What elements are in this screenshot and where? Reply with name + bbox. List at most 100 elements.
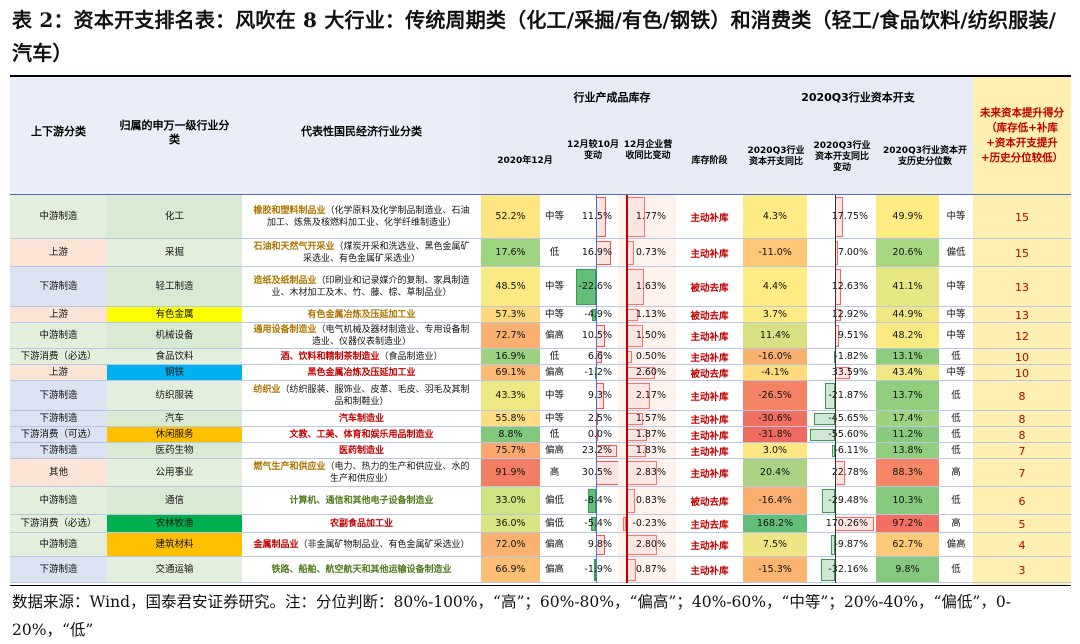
- header-inv-chg: 12月较10月变动: [566, 140, 620, 161]
- cchg-cell-bg: [807, 349, 876, 365]
- cchg-cell-bg: [807, 239, 876, 267]
- inventory-header-band: [481, 77, 743, 195]
- row-capex-pct: 17.4%: [876, 411, 939, 427]
- row-stage: 主动补库: [690, 469, 729, 480]
- row-capex-pct-level: 偏低: [946, 247, 966, 258]
- row-capex-pct-level: 高: [951, 467, 961, 478]
- row-inventory: 48.5%: [481, 267, 540, 307]
- row-stream: 其他: [10, 459, 107, 487]
- row-divider: [10, 442, 1071, 443]
- row-stream: 下游消费（可选）: [10, 427, 107, 443]
- row-inventory-level: 偏低: [544, 495, 564, 506]
- header-stream: 上下游分类: [31, 125, 86, 138]
- row-divider: [10, 486, 1071, 487]
- row-nat: 金属制品业（非金属矿物制品业、有色金属矿采选业）: [250, 533, 473, 557]
- row-sw: 建筑材料: [107, 533, 242, 557]
- row-capex-yoy: 3.7%: [743, 307, 807, 323]
- nat-rest: （煤炭开采和洗选业、黑色金属矿采选业、有色金属矿采选业）: [302, 242, 470, 264]
- row-rev: -0.23%: [632, 518, 666, 529]
- row-inventory: 72.7%: [481, 323, 540, 349]
- row-inventory: 36.0%: [481, 515, 540, 533]
- row-capex-pct-level: 中等: [946, 367, 966, 378]
- row-inventory-level: 中等: [544, 309, 564, 320]
- row-stream: 中游制造: [10, 195, 107, 239]
- row-inventory-level: 偏高: [544, 445, 564, 456]
- chg-cell-bg: [569, 323, 618, 349]
- row-capex-yoy: 168.2%: [743, 515, 807, 533]
- row-capex-pct: 49.9%: [876, 195, 939, 239]
- nat-head: 造纸及纸制品业: [253, 276, 317, 286]
- capex-header-band: [743, 77, 973, 195]
- row-inv-chg: 9.8%: [587, 539, 612, 550]
- row-rev: 0.73%: [635, 247, 666, 258]
- chg-cell-bg: [569, 349, 618, 365]
- rev-cell-bg: [618, 515, 676, 533]
- row-capex-yoy: 4.3%: [743, 195, 807, 239]
- header-inventory-group: 行业产成品库存: [573, 91, 651, 104]
- cchg-bar: [814, 413, 835, 425]
- row-capex-chg: -6.11%: [834, 445, 868, 456]
- row-capex-pct: 20.6%: [876, 239, 939, 267]
- row-rev: 2.60%: [635, 367, 666, 378]
- nat-head: 铁路、船舶、航空航天和其他运输设备制造业: [271, 565, 452, 575]
- nat-head: 通用设备制造业: [253, 325, 317, 335]
- row-score: 8: [1018, 428, 1026, 442]
- nat-rest: （化学原料及化学制品制造业、石油加工、炼焦及核燃料加工业、化学纤维制造业）: [266, 206, 470, 228]
- row-nat: 汽车制造业: [250, 411, 473, 427]
- row-capex-chg: 17.75%: [831, 211, 868, 222]
- row-score: 7: [1018, 466, 1026, 480]
- header-sw: 归属的申万一级行业分类: [119, 119, 230, 146]
- nat-rest: （非金属矿物制品业、有色金属矿采选业）: [298, 540, 470, 550]
- row-score: 10: [1015, 350, 1029, 364]
- row-stage: 主动补库: [690, 541, 729, 552]
- row-inventory-level: 高: [549, 467, 560, 478]
- row-rev: 1.13%: [635, 309, 666, 320]
- row-rev: 2.80%: [635, 539, 666, 550]
- row-stream: 下游制造: [10, 557, 107, 583]
- row-nat: 通用设备制造业（电气机械及器材制造业、专用设备制造业、仪器仪表制造业）: [250, 323, 473, 349]
- row-capex-pct: 11.2%: [876, 427, 939, 443]
- row-rev: 1.83%: [635, 445, 666, 456]
- nat-head: 酒、饮料和精制茶制造业: [280, 352, 380, 362]
- row-capex-pct-level: 偏高: [946, 539, 966, 550]
- row-sw: 钢铁: [107, 365, 242, 381]
- row-capex-chg: -32.16%: [828, 564, 868, 575]
- row-inventory: 57.3%: [481, 307, 540, 323]
- rev-bar: [623, 517, 626, 531]
- row-inventory-level: 偏高: [544, 330, 564, 341]
- source-note: 数据来源：Wind，国泰君安证券研究。注：分位判断：80%-100%，“高”；6…: [12, 593, 1011, 639]
- row-stream: 上游: [10, 239, 107, 267]
- row-inv-chg: 2.5%: [587, 413, 612, 424]
- row-sw: 通信: [107, 487, 242, 515]
- row-nat: 燃气生产和供应业（电力、热力的生产和供应业、水的生产和供应业）: [250, 459, 473, 487]
- row-capex-chg: -21.87%: [828, 390, 868, 401]
- row-sw: 有色金属: [107, 307, 242, 323]
- header-nat: 代表性国民经济行业分类: [301, 125, 422, 138]
- chg-axis: [596, 195, 597, 583]
- cchg-bar: [825, 383, 835, 409]
- row-capex-chg: 12.63%: [831, 281, 868, 292]
- cchg-cell-bg: [807, 557, 876, 583]
- row-inventory-level: 偏高: [544, 539, 564, 550]
- header-stage: 库存阶段: [691, 155, 728, 166]
- row-nat: 农副食品加工业: [250, 515, 473, 533]
- row-score: 8: [1018, 389, 1026, 403]
- row-stream: 下游制造: [10, 381, 107, 411]
- row-inventory-level: 低: [549, 247, 560, 258]
- row-inventory-level: 偏高: [544, 564, 564, 575]
- nat-head: 医药制造业: [338, 446, 384, 456]
- row-capex-chg: -29.48%: [828, 495, 868, 506]
- header-capex-pct: 2020Q3行业资本开支历史分位数: [883, 146, 967, 167]
- row-stream: 中游制造: [10, 323, 107, 349]
- row-capex-yoy: -26.5%: [743, 381, 807, 411]
- row-capex-pct-level: 中等: [946, 211, 966, 222]
- row-inv-chg: -4.9%: [584, 309, 612, 320]
- row-inventory: 75.7%: [481, 443, 540, 459]
- chg-cell-bg: [569, 381, 618, 411]
- row-score: 15: [1015, 210, 1029, 224]
- row-capex-pct-level: 低: [951, 390, 961, 401]
- row-capex-pct: 48.2%: [876, 323, 939, 349]
- chg-cell-bg: [569, 195, 618, 239]
- row-inv-chg: -1.2%: [584, 367, 612, 378]
- row-divider: [10, 364, 1071, 365]
